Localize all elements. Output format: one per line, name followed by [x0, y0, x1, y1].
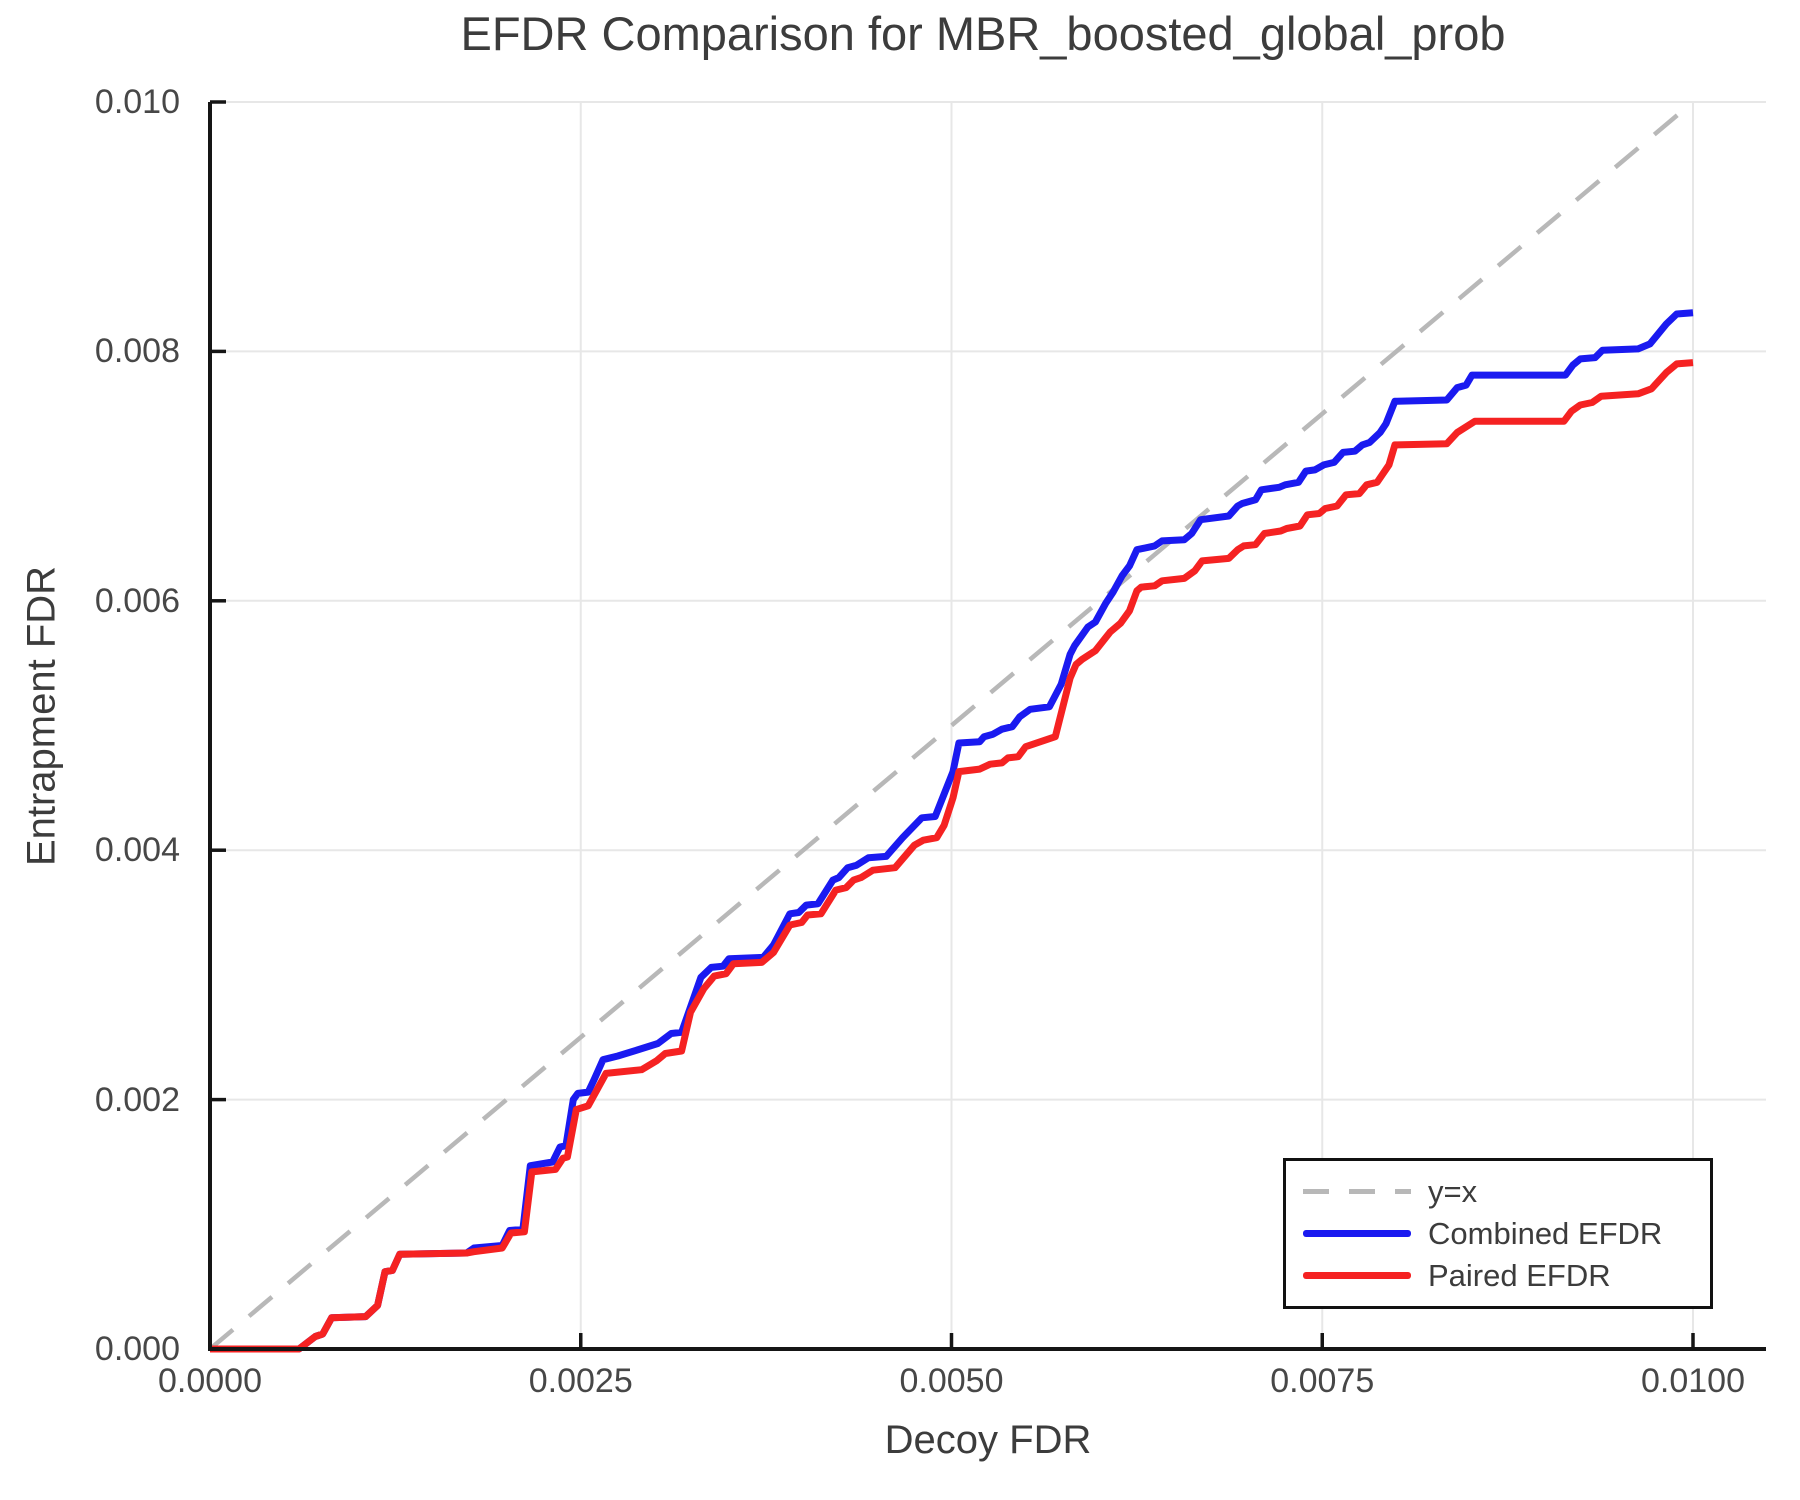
legend-blue-line-swatch	[1303, 1230, 1411, 1237]
legend-item-paired-efdr: Paired EFDR	[1303, 1257, 1710, 1294]
y-tick-label: 0.004	[94, 831, 180, 870]
legend-label-combined: Combined EFDR	[1428, 1215, 1663, 1251]
y-tick-label: 0.010	[94, 83, 180, 121]
x-tick-label: 0.0025	[528, 1362, 633, 1400]
legend-label-identity: y=x	[1428, 1173, 1478, 1209]
x-tick-label: 0.0075	[1270, 1362, 1375, 1400]
series-line-2	[210, 359, 1694, 1353]
legend-red-line-swatch	[1303, 1272, 1411, 1279]
legend-dashed-line-swatch	[1303, 1189, 1411, 1194]
legend-label-paired: Paired EFDR	[1428, 1257, 1611, 1293]
x-tick-label: 0.0100	[1641, 1362, 1745, 1400]
y-tick-label: 0.008	[94, 332, 180, 371]
legend: y=x Combined EFDR Paired EFDR	[1283, 1158, 1713, 1309]
y-tick-label: 0.002	[94, 1080, 180, 1119]
x-tick-label: 0.0000	[158, 1362, 262, 1400]
x-tick-label: 0.0050	[899, 1362, 1004, 1400]
series-line-1	[210, 309, 1694, 1353]
chart-title: EFDR Comparison for MBR_boosted_global_p…	[460, 7, 1506, 60]
y-tick-label: 0.006	[94, 581, 180, 620]
legend-item-identity-line: y=x	[1303, 1173, 1710, 1210]
legend-item-combined-efdr: Combined EFDR	[1303, 1215, 1710, 1252]
y-tick-label: 0.000	[94, 1330, 180, 1368]
x-axis-label: Decoy FDR	[884, 1418, 1092, 1462]
series-line-0	[208, 100, 1695, 1351]
